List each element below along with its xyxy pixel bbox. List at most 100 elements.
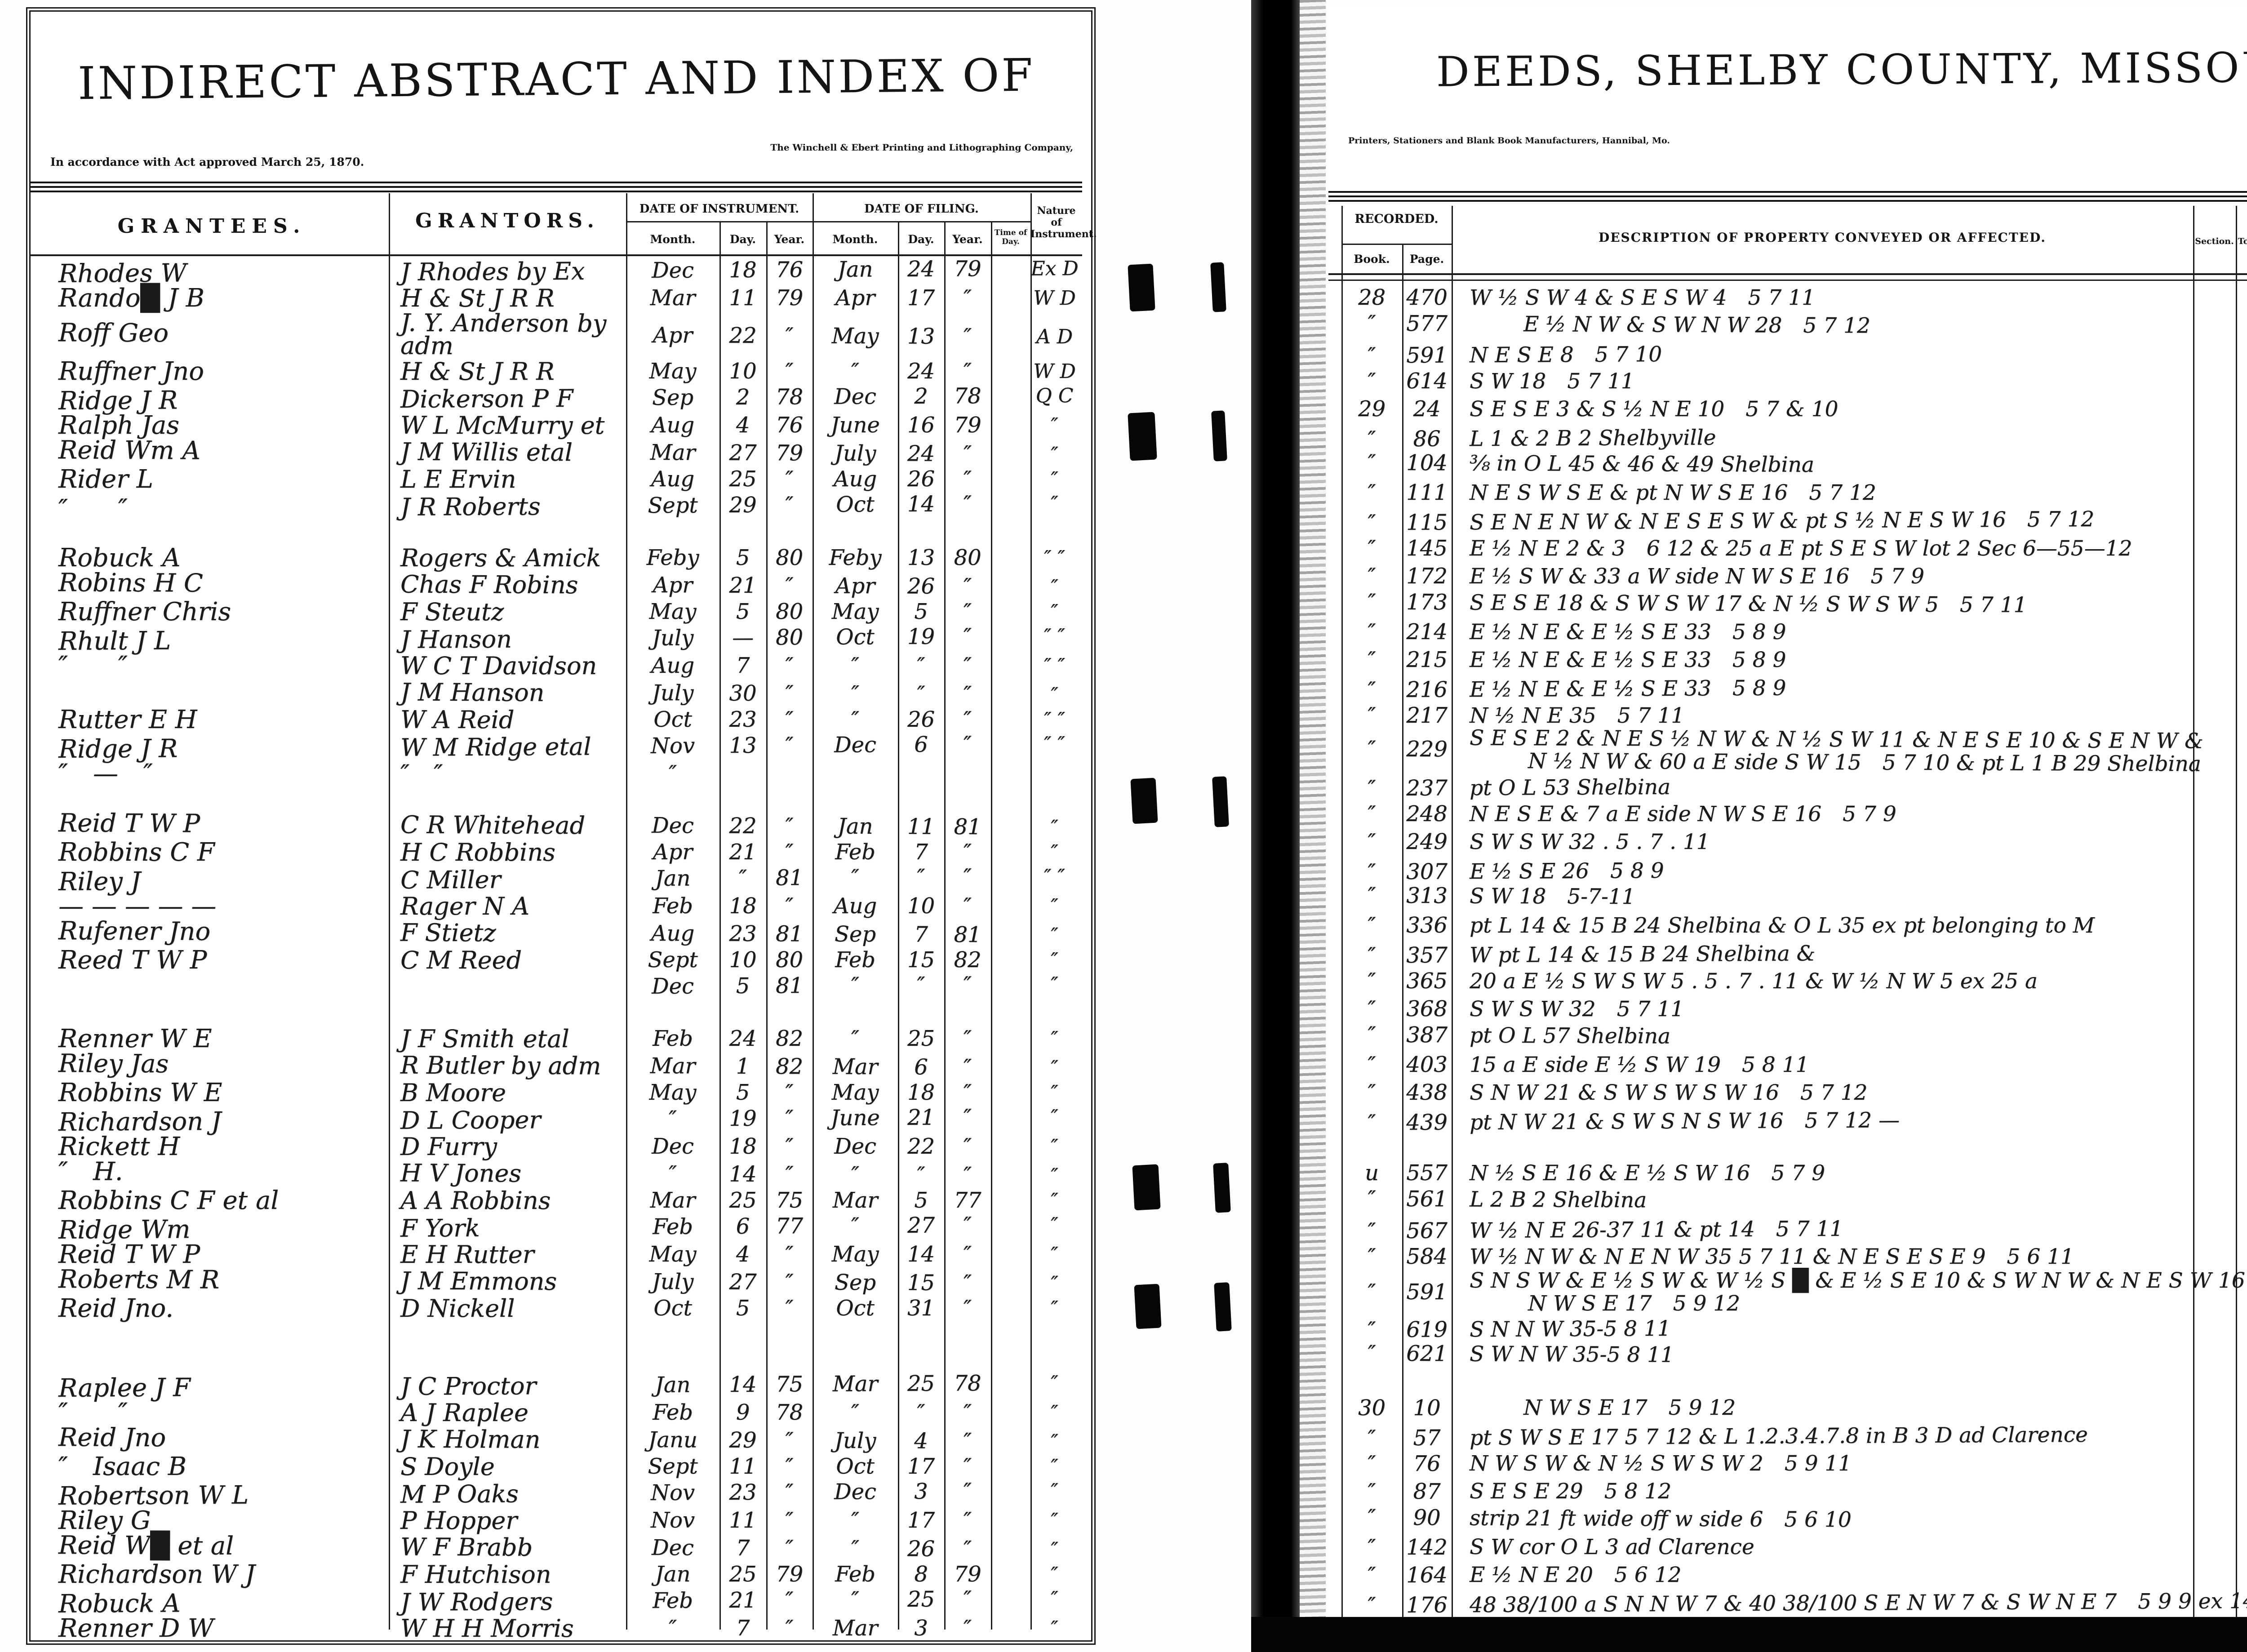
ledger-row: ″ 76 N W S W & N ½ S W S W 2 5 9 11 xyxy=(1341,1450,2247,1478)
file-day-cell: 26 xyxy=(907,466,935,492)
ledger-row: ″ 591 S N S W & E ½ S W & W ½ S █ & E ½ S … xyxy=(1341,1270,2247,1314)
inst-day-cell: 25 xyxy=(729,1187,757,1213)
page-cell: 142 xyxy=(1406,1534,1448,1560)
inst-day-cell: 18 xyxy=(729,257,757,283)
ledger-row: ″ 111 N E S W S E & pt N W S E 16 5 7 12 xyxy=(1341,479,2247,507)
description-cell: S E S E 2 & N E S ½ N W & N ½ S W 11 & N… xyxy=(1470,725,2203,777)
nature-cell: ″ xyxy=(1051,1243,1058,1266)
page-cell: 248 xyxy=(1406,801,1448,827)
column-divider xyxy=(2193,206,2194,1622)
ledger-row: 28 470 W ½ S W 4 & S E S W 4 5 7 11 xyxy=(1341,284,2247,312)
binder-hole-mark xyxy=(1213,1163,1231,1213)
grantee-cell: Renner D W xyxy=(58,1614,214,1643)
col-header-grantors: GRANTORS. xyxy=(415,209,599,232)
description-cell: pt N W 21 & S W S N S W 16 5 7 12 — xyxy=(1469,1108,1900,1135)
inst-month-cell: Aug xyxy=(651,412,695,438)
grantor-cell: J Hanson xyxy=(400,625,512,654)
col-header-inst-year: Year. xyxy=(774,233,805,246)
grantee-cell: Reid T W P xyxy=(58,808,200,839)
nature-cell: ″ xyxy=(1051,1081,1058,1104)
nature-cell: ″ xyxy=(1051,1479,1058,1502)
description-cell: ⅜ in O L 45 & 46 & 49 Shelbina xyxy=(1469,451,1814,477)
file-day-cell: ″ xyxy=(917,1162,925,1188)
grantor-cell: H C Robbins xyxy=(400,838,555,866)
file-day-cell: 15 xyxy=(907,1270,935,1296)
col-header-inst-day: Day. xyxy=(729,233,756,246)
book-cell: ″ xyxy=(1368,1341,1376,1366)
nature-cell: ″ xyxy=(1051,816,1058,839)
grantee-cell: Robertson W L xyxy=(58,1480,249,1511)
col-header-time-of-day: Time of Day. xyxy=(994,228,1027,246)
ledger-row: ″ 357 W pt L 14 & 15 B 24 Shelbina & xyxy=(1341,937,2247,970)
file-year-cell: ″ xyxy=(964,1453,972,1479)
nature-cell: ″ ″ xyxy=(1044,624,1066,648)
inst-month-cell: Nov xyxy=(650,1507,695,1533)
file-year-cell: 78 xyxy=(954,1370,981,1396)
inst-month-cell: Dec xyxy=(651,258,694,284)
file-day-cell: 17 xyxy=(907,1453,935,1479)
file-year-cell: ″ xyxy=(963,1104,972,1130)
inst-month-cell: Jan xyxy=(655,1372,691,1398)
binder-hole-mark xyxy=(1210,262,1226,312)
file-month-cell: Aug xyxy=(833,466,877,492)
column-divider xyxy=(991,221,992,1630)
grantor-cell: Chas F Robins xyxy=(400,570,578,600)
file-day-cell: 6 xyxy=(914,1054,928,1080)
file-day-cell: 22 xyxy=(907,1133,935,1159)
file-year-cell: ″ xyxy=(963,864,972,890)
ledger-row: Ridge J R Dickerson P F Sep 2 78 Dec 2 78 Q C xyxy=(35,382,1082,416)
description-cell: S W S W 32 5 7 11 xyxy=(1470,996,1684,1021)
nature-cell: ″ xyxy=(1051,600,1058,623)
inst-month-cell: Mar xyxy=(650,1053,696,1079)
inst-day-cell: 11 xyxy=(729,1507,757,1533)
book-cell: ″ xyxy=(1368,311,1376,336)
inst-month-cell: ″ xyxy=(669,1615,677,1641)
inst-month-cell: July xyxy=(652,680,694,706)
page-cell: 90 xyxy=(1413,1505,1441,1530)
grantee-cell: Rhodes W xyxy=(58,258,187,289)
inst-month-cell: May xyxy=(649,358,697,384)
file-month-cell: May xyxy=(831,323,879,349)
file-day-cell: 24 xyxy=(907,256,935,282)
book-cell: ″ xyxy=(1368,1279,1376,1305)
file-day-cell: 16 xyxy=(907,412,935,438)
inst-year-cell: 79 xyxy=(775,285,804,311)
grantee-cell: Robbins C F et al xyxy=(58,1186,279,1215)
file-month-cell: July xyxy=(834,440,876,466)
col-header-nature: Nature of Instrument. xyxy=(1030,205,1097,240)
page-cell: 567 xyxy=(1406,1218,1448,1244)
ledger-row: — — — — — Rager N A Feb 18 ″ Aug 10 ″ ″ xyxy=(35,893,1082,920)
nature-cell: ″ xyxy=(1051,1563,1058,1586)
header-rule-band xyxy=(1328,191,2247,204)
ledger-row: Robbins C F H C Robbins Apr 21 ″ Feb 7 ″ ″ xyxy=(35,839,1082,866)
file-year-cell: ″ xyxy=(963,731,972,757)
file-year-cell: 79 xyxy=(954,256,981,282)
grantor-cell: C Miller xyxy=(400,865,501,894)
grantor-cell: P Hopper xyxy=(400,1506,518,1535)
grantee-cell: — — — — — xyxy=(58,892,217,921)
description-cell: 48 38/100 a S N N W 7 & 40 38/100 S E N … xyxy=(1469,1588,2247,1617)
ledger-row: ″ 176 48 38/100 a S N N W 7 & 40 38/100 S … xyxy=(1341,1587,2247,1620)
book-cell: ″ xyxy=(1368,943,1376,968)
file-month-cell: May xyxy=(831,1241,879,1267)
file-month-cell: ″ xyxy=(851,681,860,706)
ledger-row: Reid W█ et al W F Brabb Dec 7 ″ ″ 26 ″ ″ xyxy=(35,1531,1082,1563)
inst-month-cell: July xyxy=(652,625,694,651)
page-cell: 336 xyxy=(1406,913,1448,938)
nature-cell: ″ xyxy=(1051,1430,1058,1453)
binder-hole-mark xyxy=(1214,1282,1232,1332)
book-cell: ″ xyxy=(1368,968,1376,994)
nature-cell: Q C xyxy=(1035,384,1074,408)
inst-month-cell: Dec xyxy=(652,1133,694,1159)
ledger-row: ″ 215 E ½ N E & E ½ S E 33 5 8 9 xyxy=(1341,646,2247,674)
column-divider xyxy=(1341,206,1343,1622)
ledger-row: Reid Wm A J M Willis etal Mar 27 79 July 24 ″ ″ xyxy=(35,435,1082,468)
book-cell: ″ xyxy=(1368,1479,1376,1504)
col-header-township: Town'p. xyxy=(2238,236,2247,246)
inst-year-cell: ″ xyxy=(785,1295,794,1321)
file-day-cell: 3 xyxy=(914,1615,928,1641)
book-cell: ″ xyxy=(1368,1022,1376,1048)
page-cell: 313 xyxy=(1406,883,1448,909)
nature-cell: ″ xyxy=(1051,1616,1058,1640)
grantee-cell: Reid W█ et al xyxy=(58,1531,234,1561)
